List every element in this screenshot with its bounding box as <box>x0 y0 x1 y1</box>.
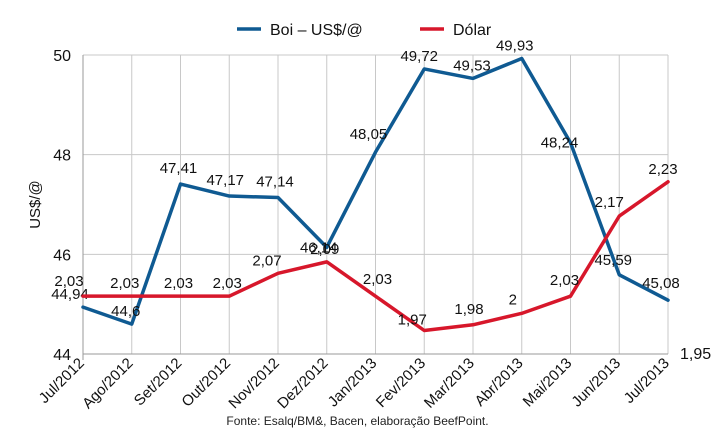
x-tick-label: Set/2012 <box>131 355 185 409</box>
x-tick-label: Abr/2013 <box>472 355 527 410</box>
data-label: 49,72 <box>400 48 438 65</box>
legend-label: Dólar <box>453 22 492 39</box>
data-label: 49,53 <box>453 57 491 74</box>
data-label: 47,14 <box>256 174 294 191</box>
data-label: 48,24 <box>541 135 579 152</box>
x-tick-label: Mai/2013 <box>520 355 576 411</box>
x-tick-label: Jul/2013 <box>621 355 673 407</box>
x-tick-label: Mar/2013 <box>421 355 478 412</box>
x-tick-label: Jan/2013 <box>325 355 381 411</box>
data-label: 45,08 <box>642 275 680 292</box>
source-note: Fonte: Esalq/BM&, Bacen, elaboração Beef… <box>226 414 489 428</box>
x-tick-label: Jun/2013 <box>568 355 624 411</box>
data-label: 49,93 <box>496 37 534 54</box>
data-label: 2,03 <box>550 272 579 289</box>
legend-label: Boi – US$/@ <box>270 22 363 39</box>
x-tick-label: Fev/2013 <box>373 355 429 411</box>
data-label: 1,98 <box>454 301 483 318</box>
data-label: 2,03 <box>164 275 193 292</box>
data-label: 47,17 <box>206 172 244 189</box>
data-label: 2,09 <box>310 241 339 258</box>
data-label: 44,6 <box>111 303 140 320</box>
data-label: 1,97 <box>398 312 427 329</box>
data-label: 2,17 <box>595 194 624 211</box>
data-label: 2,03 <box>110 275 139 292</box>
data-label: 2,03 <box>213 275 242 292</box>
data-label: 44,94 <box>51 286 89 303</box>
data-label: 2,03 <box>363 271 392 288</box>
series-line <box>81 56 670 326</box>
data-label: 2 <box>509 291 517 308</box>
x-tick-label: Nov/2012 <box>225 355 282 412</box>
data-label: 47,41 <box>160 160 198 177</box>
x-tick-label: Dez/2012 <box>274 355 331 412</box>
data-label: 2,03 <box>54 273 83 290</box>
data-label: 2,23 <box>648 161 677 178</box>
x-tick-label: Out/2012 <box>178 355 234 411</box>
x-tick-label: Ago/2012 <box>79 355 136 412</box>
y-tick-label: 48 <box>53 148 71 165</box>
y-tick-label: 44 <box>53 347 71 364</box>
y-tick-label: 50 <box>53 48 71 65</box>
y-axis-label: US$/@ <box>27 180 44 229</box>
y-tick-label: 46 <box>53 247 71 264</box>
data-label: 2,07 <box>252 252 281 269</box>
series-line <box>81 180 670 333</box>
data-label: 48,05 <box>350 126 388 143</box>
y2-tick-label: 1,95 <box>680 346 711 363</box>
data-label: 46,14 <box>300 239 338 256</box>
data-label: 45,59 <box>594 252 632 269</box>
